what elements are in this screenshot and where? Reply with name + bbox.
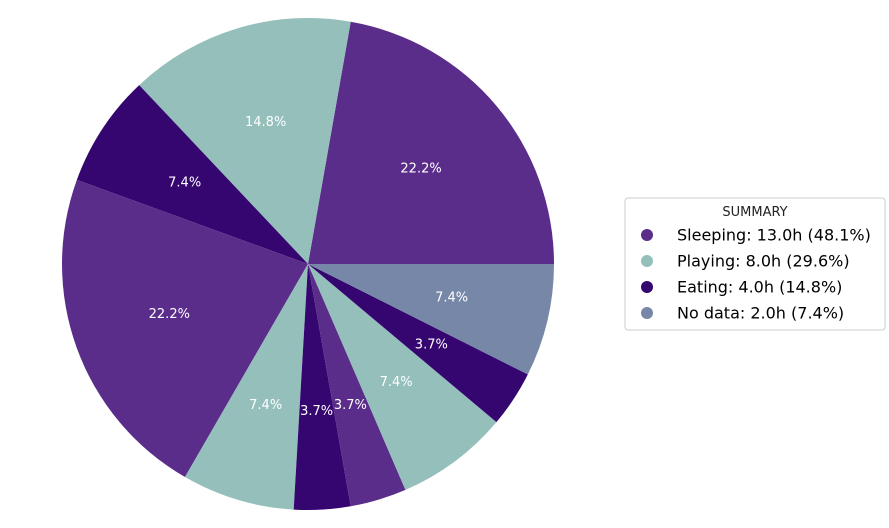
legend-marker-eating (641, 281, 653, 293)
legend-entry-label: Playing: 8.0h (29.6%) (677, 252, 850, 271)
pie-slice-label: 7.4% (249, 398, 282, 413)
pie-slice-label: 22.2% (400, 162, 441, 177)
legend-marker-no-data (641, 307, 653, 319)
pie-slice-sleeping (308, 21, 554, 264)
legend: SUMMARY Sleeping: 13.0h (48.1%) Playing: … (624, 197, 886, 331)
pie-slice-playing (308, 264, 497, 490)
legend-entry-label: Eating: 4.0h (14.8%) (677, 278, 842, 297)
pie-slice-label: 22.2% (149, 307, 190, 322)
legend-marker-playing (641, 255, 653, 267)
pie-slice-sleeping (62, 179, 308, 478)
legend-marker-sleeping (641, 229, 653, 241)
pie-slice-playing (185, 264, 308, 510)
pie-slice-label: 3.7% (415, 338, 448, 353)
pie-slice-labels: 22.2%14.8%7.4%22.2%7.4% 3.7% 3.7%7.4%3.7%7… (149, 115, 468, 419)
legend-entry-label: Sleeping: 13.0h (48.1%) (677, 226, 871, 245)
pie-slice-label: 14.8% (245, 115, 286, 130)
pie-slice-no-data (308, 264, 554, 375)
pie-slice-label: 7.4% (168, 175, 201, 190)
pie-slice-sleeping (308, 264, 406, 507)
legend-frame (624, 197, 886, 331)
pie-slice-eating (76, 85, 308, 264)
pie-slice-label: 3.7% (334, 398, 367, 413)
legend-title: SUMMARY (722, 205, 787, 220)
pie-slice-playing (139, 18, 351, 265)
legend-entries: Sleeping: 13.0h (48.1%) Playing: 8.0h (29… (641, 226, 871, 323)
pie-slice-label: 3.7% (300, 404, 333, 419)
legend-entry-label: No data: 2.0h (7.4%) (677, 304, 844, 323)
pie-slices (62, 18, 554, 510)
pie-slice-eating (293, 264, 351, 510)
pie-slice-eating (308, 264, 528, 423)
pie-slice-label: 7.4% (380, 375, 413, 390)
pie-slice-label: 7.4% (435, 291, 468, 306)
